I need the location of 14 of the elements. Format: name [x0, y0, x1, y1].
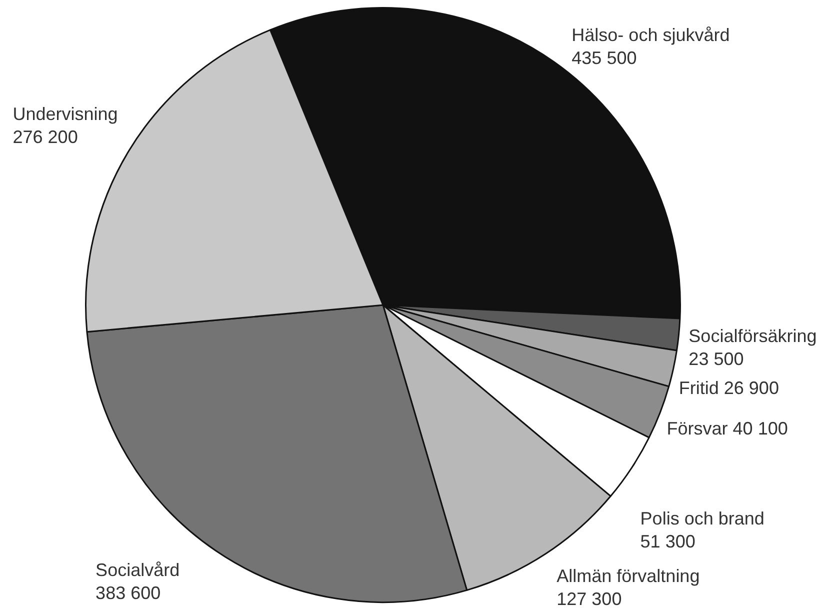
slice-label: Undervisning — [12, 104, 118, 124]
data-label: 383 600 — [96, 582, 161, 603]
slice-label: Allmän förvaltning — [556, 566, 700, 586]
slice-label: Socialvård — [96, 560, 180, 580]
slice-label: Polis och brand — [640, 508, 764, 528]
data-label: 435 500 — [572, 48, 637, 68]
slice-label: Fritid 26 900 — [678, 378, 779, 398]
data-label: 51 300 — [640, 531, 696, 552]
slice-label: Försvar 40 100 — [666, 418, 788, 439]
data-label: 127 300 — [556, 588, 622, 609]
slice-label: Hälso- och sjukvård — [572, 25, 730, 46]
data-label: 23 500 — [688, 349, 744, 370]
data-label: 276 200 — [12, 126, 78, 147]
slice-label: Socialförsäkring — [688, 326, 817, 346]
